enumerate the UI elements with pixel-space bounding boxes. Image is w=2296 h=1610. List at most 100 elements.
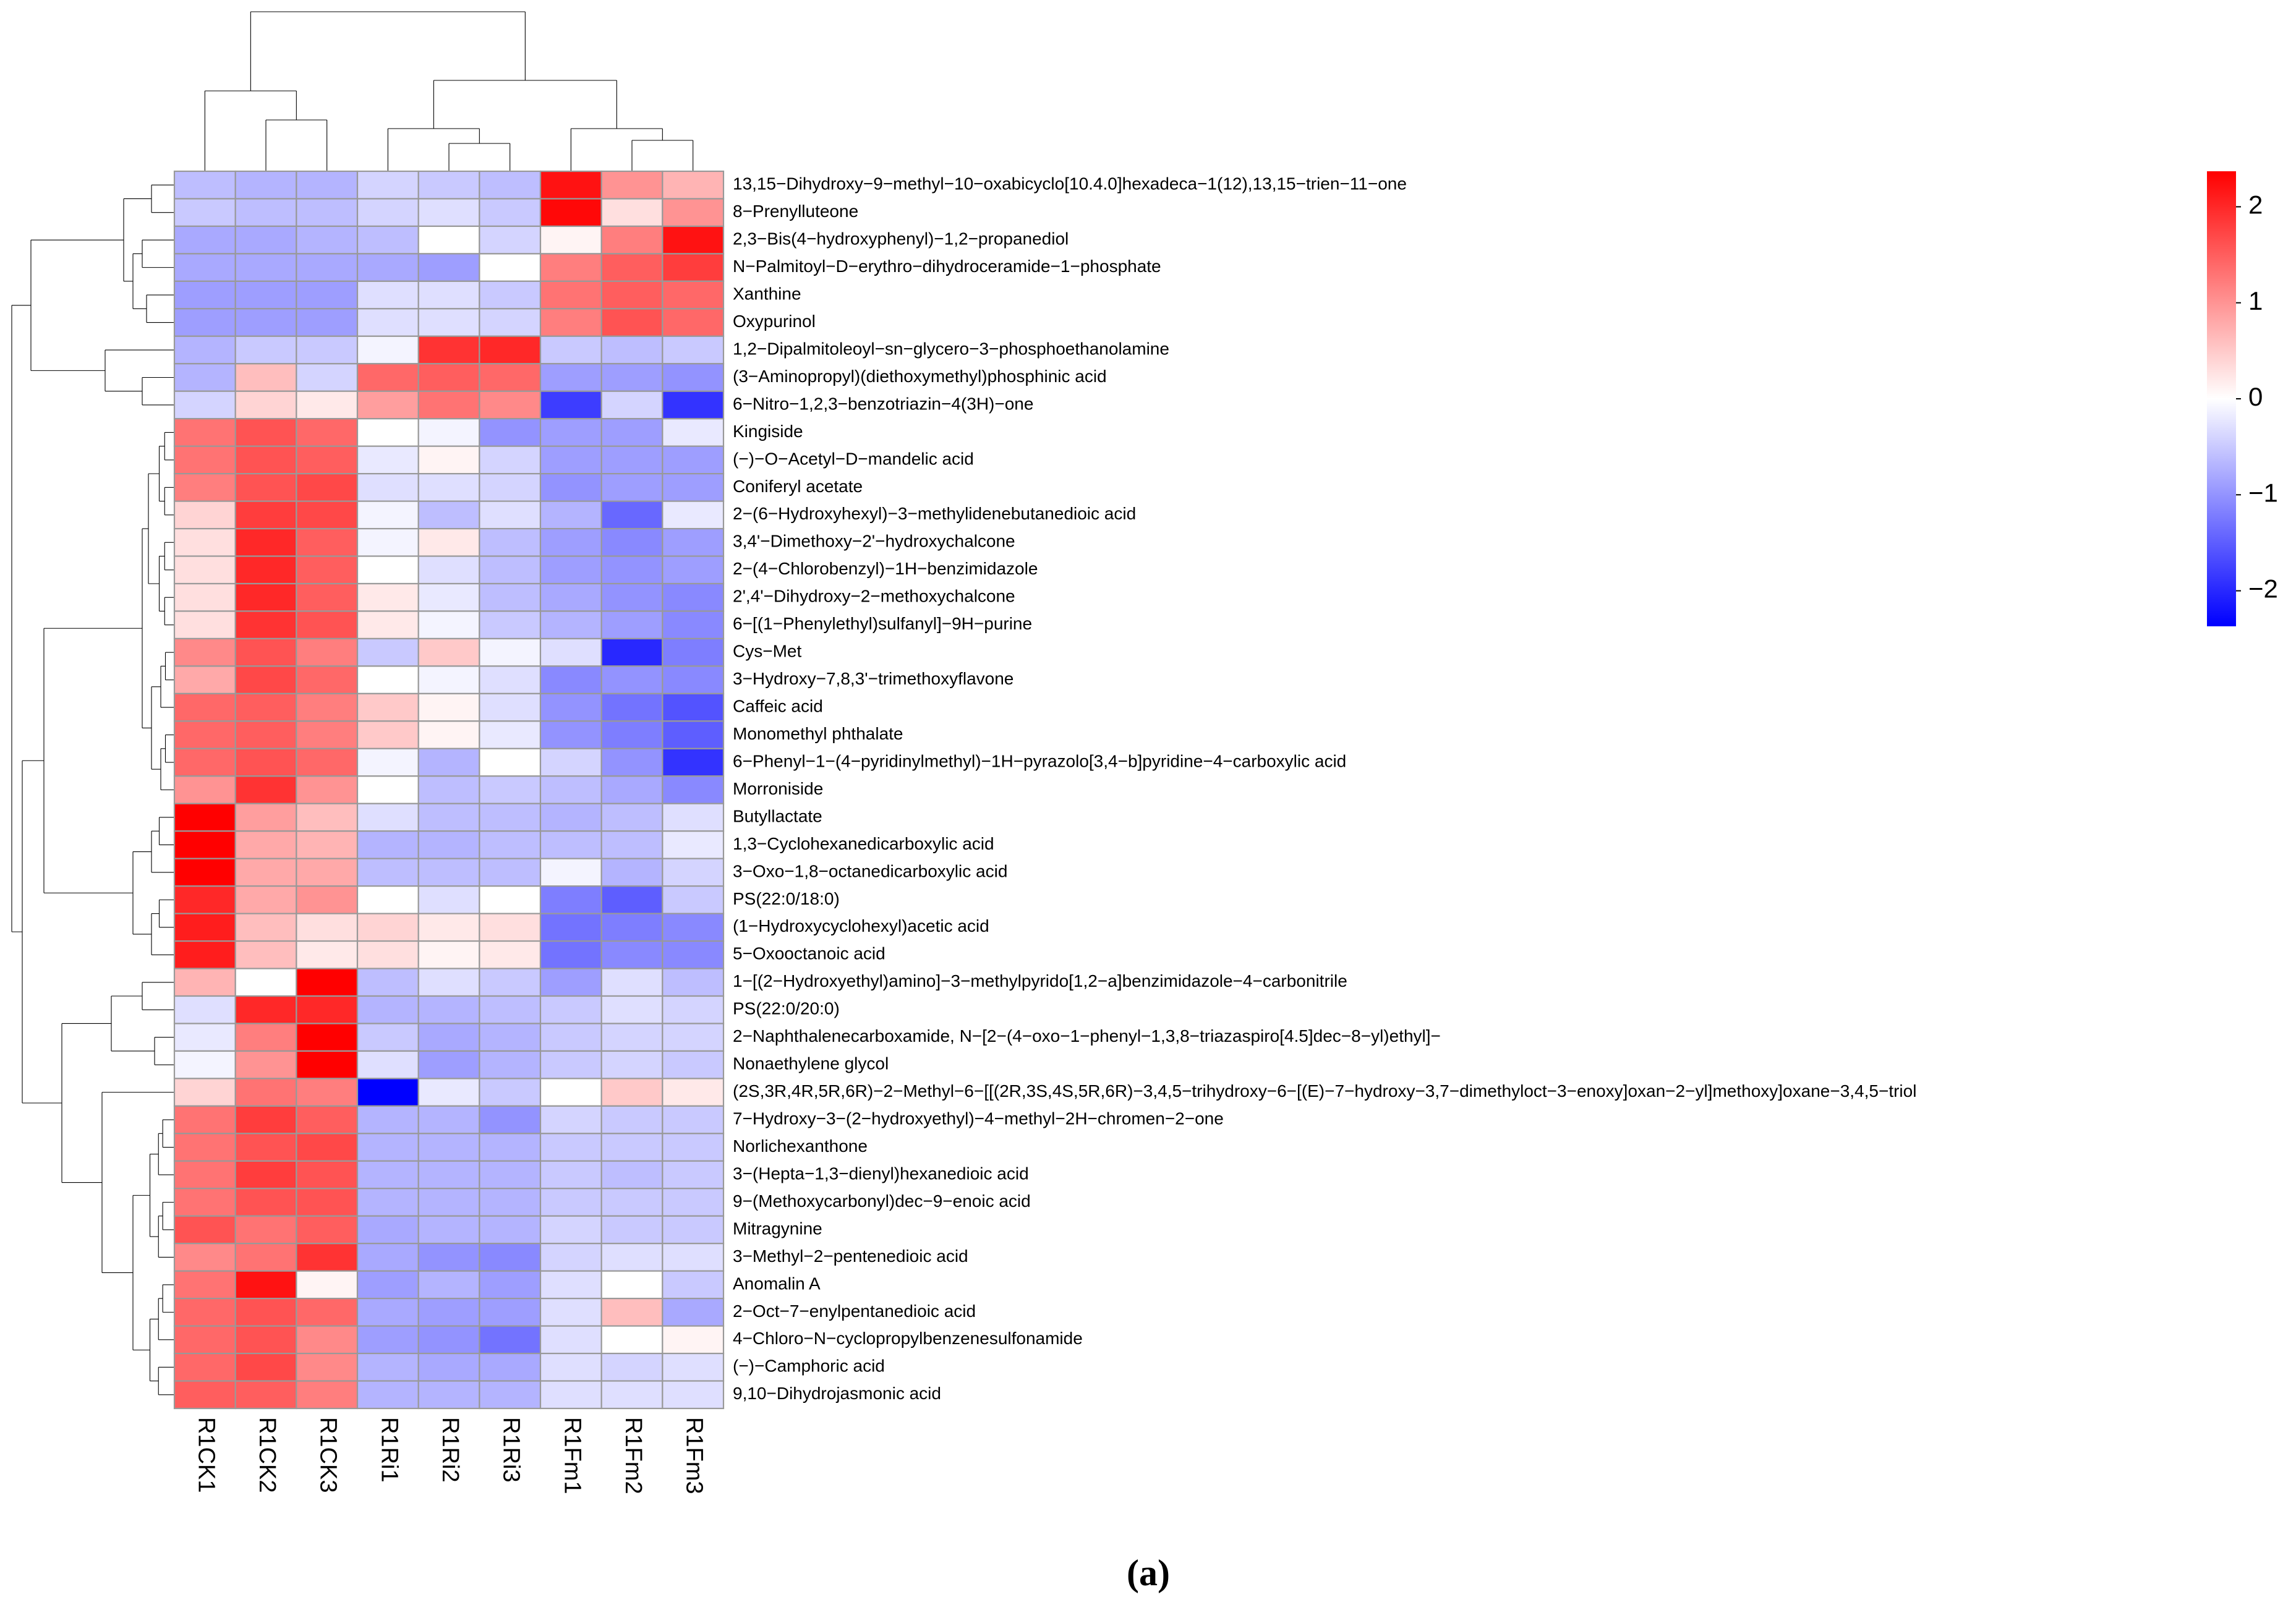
heatmap-cell xyxy=(600,885,664,914)
heatmap-cell xyxy=(356,885,419,914)
heatmap-cell xyxy=(234,803,297,832)
heatmap-cell xyxy=(479,418,542,447)
heatmap-cell xyxy=(296,363,359,392)
heatmap-cell xyxy=(417,830,480,859)
heatmap-cell xyxy=(539,1352,602,1382)
heatmap-cell xyxy=(356,913,419,942)
heatmap-cell xyxy=(296,1050,359,1080)
heatmap-cell xyxy=(539,418,602,447)
heatmap-cell xyxy=(417,803,480,832)
heatmap-cell xyxy=(173,527,236,557)
heatmap-cell xyxy=(539,1298,602,1327)
heatmap-cell xyxy=(173,363,236,392)
heatmap-cell xyxy=(417,418,480,447)
heatmap-cell xyxy=(356,473,419,502)
heatmap-cell xyxy=(662,748,725,777)
heatmap-cell xyxy=(234,940,297,969)
heatmap-cell xyxy=(296,995,359,1024)
heatmap-cell xyxy=(296,665,359,694)
heatmap-cell xyxy=(296,610,359,640)
heatmap-cell xyxy=(234,1160,297,1190)
heatmap-cell xyxy=(539,1270,602,1300)
heatmap-cell xyxy=(296,803,359,832)
heatmap-cell xyxy=(662,1160,725,1190)
heatmap-cell xyxy=(234,1133,297,1162)
heatmap-cell xyxy=(234,665,297,694)
heatmap-cell xyxy=(539,335,602,365)
heatmap-cell xyxy=(296,198,359,228)
caption: (a) xyxy=(1127,1552,1170,1593)
heatmap-cell xyxy=(296,1243,359,1272)
heatmap-cell xyxy=(479,995,542,1024)
heatmap-cell xyxy=(417,1270,480,1300)
heatmap-cell xyxy=(356,1050,419,1080)
heatmap-cell xyxy=(662,913,725,942)
colorbar-tick-label: 0 xyxy=(2248,382,2263,411)
heatmap-cell xyxy=(417,1380,480,1410)
heatmap-cell xyxy=(296,1380,359,1410)
heatmap-cell xyxy=(539,1078,602,1107)
heatmap-cell xyxy=(417,995,480,1024)
row-label: 9−(Methoxycarbonyl)dec−9−enoic acid xyxy=(733,1191,1031,1211)
heatmap-cell xyxy=(356,418,419,447)
heatmap-cell xyxy=(296,582,359,612)
heatmap-cell xyxy=(600,637,664,667)
heatmap-cell xyxy=(296,1023,359,1052)
heatmap-cell xyxy=(296,170,359,200)
heatmap-cell xyxy=(479,913,542,942)
heatmap-cell xyxy=(539,170,602,200)
heatmap-cell xyxy=(417,445,480,475)
heatmap-cell xyxy=(417,775,480,804)
heatmap-cell xyxy=(662,968,725,997)
heatmap-cell xyxy=(479,308,542,337)
heatmap-cell xyxy=(356,555,419,585)
heatmap-cell xyxy=(539,280,602,310)
heatmap-cell xyxy=(173,968,236,997)
heatmap-cell xyxy=(296,253,359,282)
heatmap-cell xyxy=(600,1270,664,1300)
row-label: Cys−Met xyxy=(733,642,801,661)
row-label: Monomethyl phthalate xyxy=(733,724,903,743)
heatmap-cell xyxy=(296,1215,359,1245)
heatmap-cell xyxy=(600,775,664,804)
heatmap-cell xyxy=(356,1078,419,1107)
heatmap-cell xyxy=(356,803,419,832)
heatmap-cell xyxy=(173,748,236,777)
heatmap-cell xyxy=(600,1188,664,1217)
heatmap-cell xyxy=(173,1380,236,1410)
row-label: 2−(4−Chlorobenzyl)−1H−benzimidazole xyxy=(733,559,1038,578)
heatmap-cell xyxy=(356,1243,419,1272)
row-label: (2S,3R,4R,5R,6R)−2−Methyl−6−[[(2R,3S,4S,… xyxy=(733,1081,1916,1101)
heatmap-cell xyxy=(600,968,664,997)
heatmap-cell xyxy=(662,637,725,667)
heatmap-cell xyxy=(234,1050,297,1080)
heatmap-cell xyxy=(479,637,542,667)
heatmap-cell xyxy=(479,1298,542,1327)
heatmap-cell xyxy=(356,390,419,420)
row-label: 6−Phenyl−1−(4−pyridinylmethyl)−1H−pyrazo… xyxy=(733,751,1346,770)
heatmap-cell xyxy=(234,775,297,804)
heatmap-cell xyxy=(539,1215,602,1245)
heatmap-cell xyxy=(600,418,664,447)
heatmap-cell xyxy=(173,775,236,804)
heatmap-cell xyxy=(173,665,236,694)
heatmap-cell xyxy=(234,1188,297,1217)
row-label: Norlichexanthone xyxy=(733,1136,868,1156)
heatmap-cell xyxy=(296,775,359,804)
heatmap-cell xyxy=(417,1133,480,1162)
row-label: Butyllactate xyxy=(733,806,822,825)
heatmap-cell xyxy=(600,555,664,585)
heatmap-cell xyxy=(173,610,236,640)
heatmap-cell xyxy=(662,308,725,337)
heatmap-cell xyxy=(173,1270,236,1300)
heatmap-cell xyxy=(662,1298,725,1327)
heatmap-cell xyxy=(356,830,419,859)
heatmap-cell xyxy=(234,858,297,887)
heatmap-cell xyxy=(173,280,236,310)
heatmap-cell xyxy=(417,720,480,749)
heatmap-cell xyxy=(662,1078,725,1107)
heatmap-cell xyxy=(600,1160,664,1190)
heatmap-cell xyxy=(173,390,236,420)
heatmap-cell xyxy=(234,1215,297,1245)
